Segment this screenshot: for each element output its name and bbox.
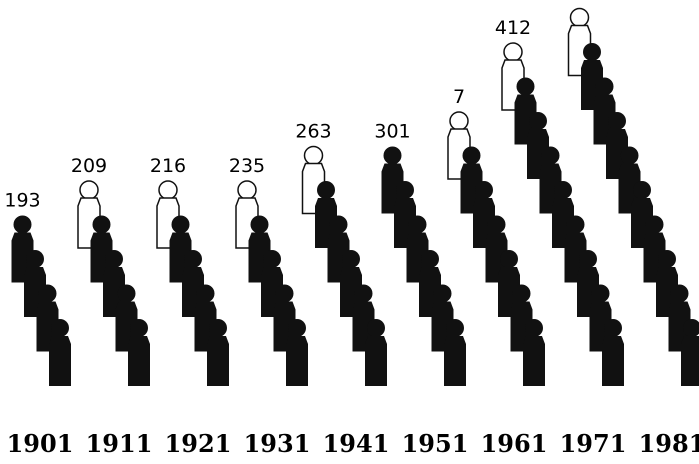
- icon-head: [595, 77, 614, 96]
- icon-head: [591, 284, 610, 303]
- icon-head: [92, 215, 111, 234]
- icon-head: [105, 250, 123, 268]
- x-tick-label: 1971: [560, 429, 627, 458]
- icon-head: [342, 250, 360, 268]
- icon-head: [354, 284, 373, 303]
- icon-body: [128, 336, 150, 386]
- icon-head: [13, 215, 32, 234]
- icon-head: [329, 215, 348, 234]
- icon-head: [158, 180, 178, 200]
- value-label: 484: [561, 0, 597, 5]
- icon-head: [408, 215, 427, 234]
- icon-head: [554, 181, 572, 199]
- icon-head: [446, 319, 464, 337]
- x-tick-label: 1931: [244, 429, 311, 458]
- icon-column: [77, 180, 150, 386]
- icon-head: [529, 112, 547, 130]
- icon-head: [670, 284, 689, 303]
- icon-head: [516, 77, 535, 96]
- icon-head: [633, 181, 651, 199]
- icon-head: [184, 250, 202, 268]
- icon-body: [681, 336, 699, 386]
- icon-head: [645, 215, 664, 234]
- icon-head: [396, 181, 414, 199]
- icon-head: [26, 250, 44, 268]
- icon-head: [449, 111, 469, 131]
- value-label: 301: [374, 121, 410, 143]
- icon-head: [51, 319, 69, 337]
- icon-column: [567, 7, 699, 386]
- value-label: 209: [71, 155, 107, 177]
- icon-body: [523, 336, 545, 386]
- icon-head: [275, 284, 294, 303]
- x-tick-label: 1921: [165, 429, 232, 458]
- icon-head: [566, 215, 585, 234]
- icon-head: [38, 284, 57, 303]
- icon-head: [579, 250, 597, 268]
- x-tick-label: 1901: [7, 429, 74, 458]
- icon-head: [658, 250, 676, 268]
- icon-head: [288, 319, 306, 337]
- x-tick-label: 1981: [639, 429, 699, 458]
- x-tick-label: 1961: [481, 429, 548, 458]
- icon-body: [602, 336, 624, 386]
- icon-body: [444, 336, 466, 386]
- icon-head: [263, 250, 281, 268]
- icon-column: [235, 180, 308, 386]
- icon-column: [156, 180, 229, 386]
- icon-head: [541, 146, 560, 165]
- value-label: 412: [495, 17, 531, 39]
- value-label: 7: [453, 86, 465, 108]
- x-tick-label: 1941: [323, 429, 390, 458]
- value-label: 193: [4, 190, 40, 212]
- icon-head: [367, 319, 385, 337]
- icon-body: [49, 336, 71, 386]
- value-label: 235: [229, 155, 265, 177]
- icon-head: [683, 319, 699, 337]
- icon-head: [237, 180, 257, 200]
- icon-body: [286, 336, 308, 386]
- icon-head: [583, 43, 601, 61]
- icon-head: [317, 181, 335, 199]
- icon-head: [608, 112, 626, 130]
- icon-head: [79, 180, 99, 200]
- icon-head: [209, 319, 227, 337]
- icon-head: [512, 284, 531, 303]
- value-label: 216: [150, 155, 186, 177]
- icon-column: [301, 145, 387, 386]
- icon-head: [433, 284, 452, 303]
- icon-body: [207, 336, 229, 386]
- icon-head: [500, 250, 518, 268]
- icon-head: [196, 284, 215, 303]
- icon-head: [117, 284, 136, 303]
- icon-head: [569, 7, 590, 28]
- value-label: 263: [295, 121, 331, 143]
- x-tick-label: 1911: [86, 429, 153, 458]
- icon-head: [171, 215, 190, 234]
- icon-head: [525, 319, 543, 337]
- icon-column: [501, 42, 624, 386]
- icon-head: [620, 146, 639, 165]
- x-tick-label: 1951: [402, 429, 469, 458]
- icon-head: [250, 215, 269, 234]
- icon-head: [383, 146, 402, 165]
- icon-head: [475, 181, 493, 199]
- icon-body: [365, 336, 387, 386]
- icon-head: [421, 250, 439, 268]
- icon-column: [11, 215, 71, 386]
- icon-head: [503, 42, 523, 62]
- icon-head: [303, 145, 324, 166]
- icon-column: [381, 146, 466, 386]
- icon-head: [604, 319, 622, 337]
- icon-head: [130, 319, 148, 337]
- icon-head: [487, 215, 506, 234]
- icon-column: [447, 111, 545, 386]
- icon-head: [462, 146, 481, 165]
